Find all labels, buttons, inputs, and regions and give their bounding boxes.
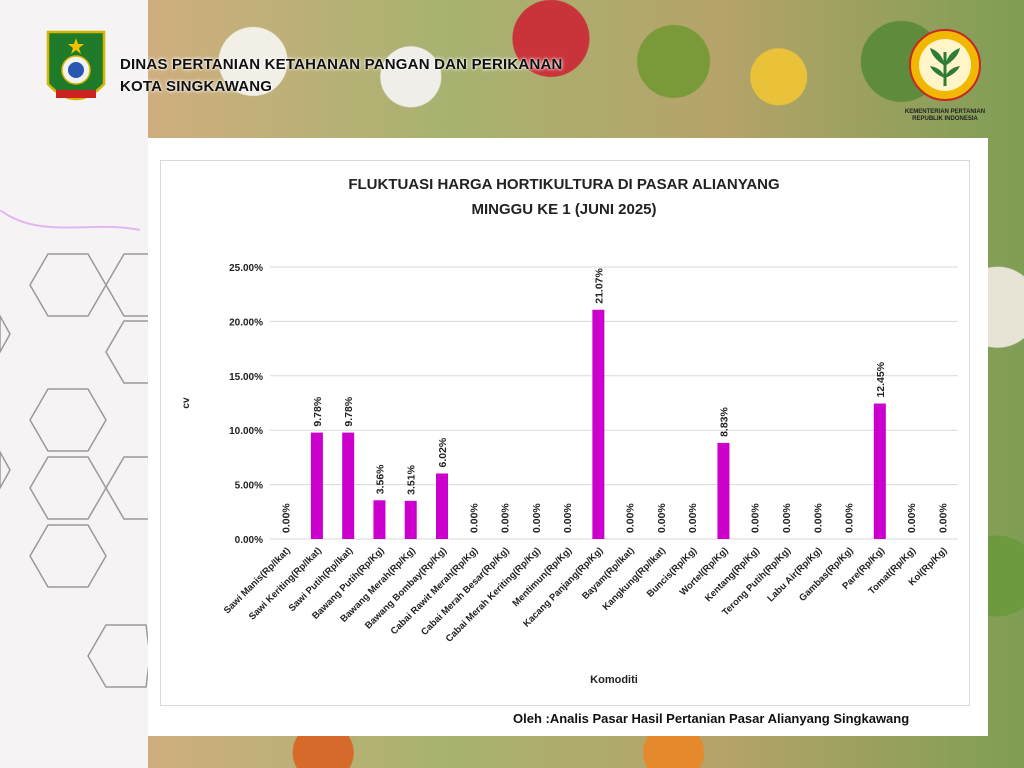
hexagon-decoration xyxy=(0,210,150,688)
ministry-emblem-icon xyxy=(909,29,981,101)
left-background xyxy=(0,0,148,768)
ministry-name-line-1: KEMENTERIAN PERTANIAN xyxy=(904,109,986,115)
kementerian-pertanian-logo: KEMENTERIAN PERTANIAN REPUBLIK INDONESIA xyxy=(900,28,990,123)
header-title: DINAS PERTANIAN KETAHANAN PANGAN DAN PER… xyxy=(120,54,563,98)
header-line-2: KOTA SINGKAWANG xyxy=(120,78,273,95)
chart-frame xyxy=(160,160,970,706)
footer-credit: Oleh :Analis Pasar Hasil Pertanian Pasar… xyxy=(513,711,910,726)
ministry-name-line-2: REPUBLIK INDONESIA xyxy=(912,116,978,122)
header-line-1: DINAS PERTANIAN KETAHANAN PANGAN DAN PER… xyxy=(120,56,563,73)
singkawang-emblem-logo xyxy=(44,26,108,119)
chart-title-line-2: MINGGU KE 1 (JUNI 2025) xyxy=(471,201,657,218)
chart-title-line-1: FLUKTUASI HARGA HORTIKULTURA DI PASAR AL… xyxy=(348,176,780,193)
